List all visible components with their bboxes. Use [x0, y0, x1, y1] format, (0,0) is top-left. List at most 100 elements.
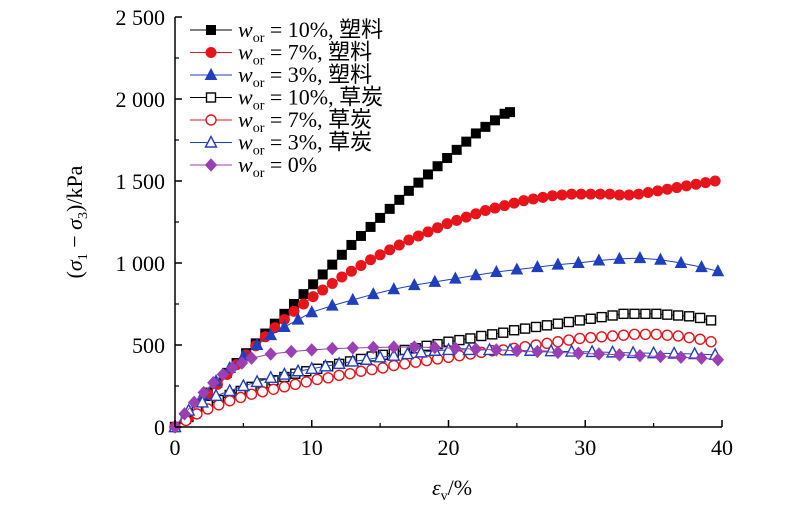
data-point: [575, 188, 587, 200]
data-point: [285, 344, 298, 359]
data-point: [209, 388, 223, 402]
data-point: [531, 260, 544, 273]
data-point: [530, 321, 542, 333]
x-axis-title: εv/%: [432, 475, 472, 504]
data-point: [234, 391, 247, 404]
data-point: [510, 262, 524, 275]
data-point: [216, 367, 230, 382]
data-point: [489, 202, 501, 214]
legend-label: wor = 10%, 塑料: [238, 17, 383, 46]
series-4: [169, 308, 717, 433]
data-point: [442, 153, 453, 164]
data-point: [508, 325, 520, 336]
data-point: [187, 395, 201, 410]
data-point: [365, 254, 377, 266]
data-point: [574, 332, 586, 345]
data-point: [674, 255, 688, 268]
data-point: [505, 107, 516, 118]
data-point: [709, 175, 721, 187]
data-point: [705, 336, 717, 348]
data-point: [326, 341, 339, 356]
data-point: [551, 257, 565, 270]
data-point: [527, 193, 539, 205]
data-point: [508, 197, 520, 209]
data-point: [407, 278, 421, 291]
data-point: [308, 279, 319, 290]
data-point: [428, 340, 442, 355]
data-point: [595, 331, 608, 343]
data-point: [366, 363, 378, 376]
data-point: [628, 328, 641, 341]
data-point: [461, 136, 472, 147]
data-point: [465, 333, 476, 344]
data-point: [489, 115, 500, 126]
y-tick-label: 1 000: [116, 251, 166, 276]
data-point: [355, 365, 367, 377]
data-point: [322, 372, 334, 384]
data-point: [393, 239, 405, 251]
data-point: [399, 358, 411, 370]
data-point: [421, 340, 432, 352]
data-point: [618, 308, 629, 320]
legend-entry: wor = 10%, 草炭: [190, 85, 383, 114]
data-point: [236, 378, 251, 392]
data-point: [690, 178, 702, 190]
data-point: [223, 383, 237, 397]
data-point: [245, 351, 258, 365]
data-point: [207, 375, 220, 390]
data-point: [613, 348, 626, 362]
data-point: [662, 309, 673, 320]
legend-label: wor = 7%, 塑料: [238, 40, 372, 69]
data-point: [711, 264, 725, 277]
data-point: [359, 352, 374, 365]
y-tick-label: 2 500: [116, 5, 166, 30]
data-point: [556, 189, 568, 201]
data-point: [566, 188, 578, 200]
data-point: [422, 169, 433, 180]
legend-entry: wor = 7%, 塑料: [190, 40, 372, 69]
data-point: [317, 269, 328, 280]
data-point: [264, 328, 278, 341]
data-point: [366, 287, 380, 300]
legend-label: wor = 3%, 塑料: [238, 62, 372, 91]
data-point: [551, 345, 565, 360]
data-point: [412, 230, 424, 242]
data-point: [375, 212, 386, 223]
data-point: [451, 144, 462, 155]
data-point: [449, 341, 462, 356]
data-point: [680, 180, 692, 192]
data-point: [365, 221, 376, 232]
data-point: [460, 211, 472, 223]
data-point: [469, 342, 483, 356]
data-point: [674, 350, 688, 365]
data-point: [422, 226, 434, 238]
data-point: [325, 298, 339, 311]
data-point: [226, 361, 239, 375]
data-point: [346, 353, 360, 367]
data-point: [403, 234, 415, 246]
data-point: [572, 346, 585, 360]
data-point: [291, 312, 305, 325]
y-tick-label: 2 000: [116, 87, 166, 112]
y-tick-label: 1 500: [116, 169, 166, 194]
data-point: [336, 249, 347, 260]
data-point: [498, 327, 509, 338]
data-point: [432, 161, 443, 172]
data-point: [654, 349, 667, 364]
data-point: [585, 331, 597, 344]
x-tick-label: 10: [301, 435, 323, 460]
data-point: [510, 344, 524, 358]
y-axis-title: (σ1 − σ3)/kPa: [62, 165, 91, 278]
data-point: [413, 177, 424, 188]
data-point: [267, 383, 280, 395]
data-point: [613, 251, 626, 264]
x-tick-label: 0: [170, 435, 181, 460]
x-tick-label: 20: [438, 435, 460, 460]
data-point: [307, 291, 319, 303]
data-point: [377, 362, 389, 374]
legend-entry: wor = 3%, 塑料: [190, 62, 372, 91]
data-point: [178, 407, 191, 421]
legend-label: wor = 7%, 草炭: [238, 107, 372, 136]
data-point: [264, 347, 277, 361]
